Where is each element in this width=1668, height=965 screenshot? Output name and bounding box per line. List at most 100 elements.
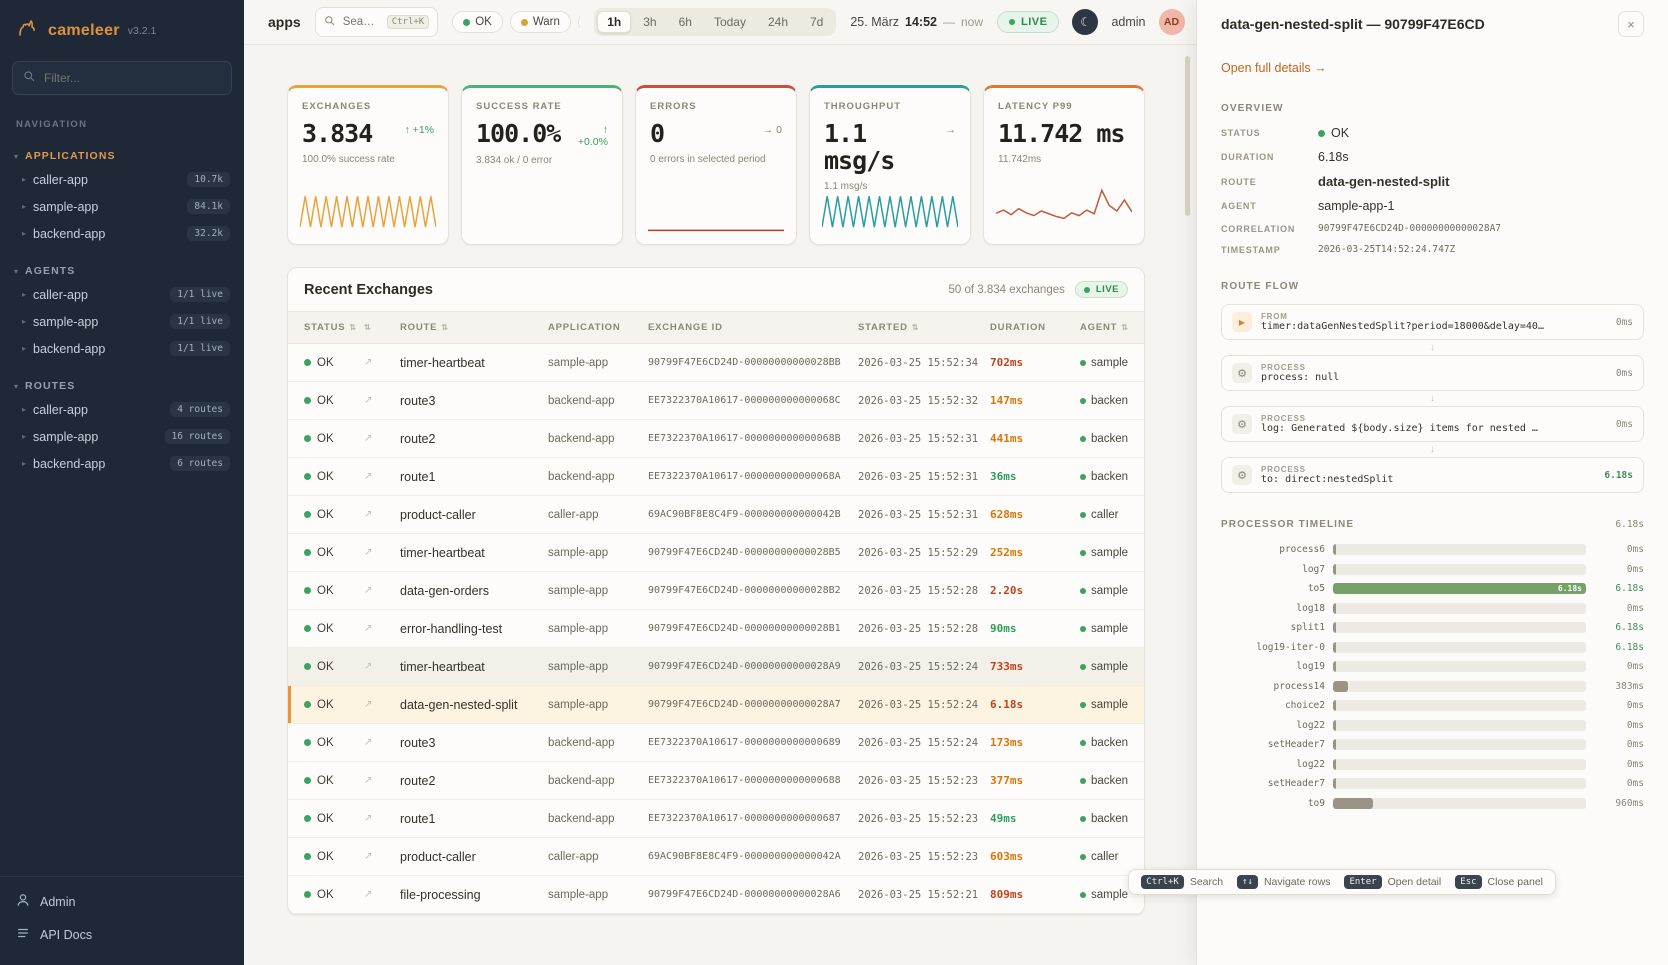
sidebar-item-sample-app[interactable]: ▸ sample-app 1/1 live: [0, 308, 244, 335]
search-icon: [23, 69, 35, 87]
timeline-track: [1333, 739, 1586, 751]
sidebar-item-caller-app[interactable]: ▸ caller-app 1/1 live: [0, 281, 244, 308]
status-filter-warn[interactable]: Warn: [509, 11, 571, 33]
open-exchange-icon[interactable]: ↗: [364, 889, 373, 900]
open-exchange-icon[interactable]: ↗: [364, 433, 373, 444]
exchange-id-cell: 69AC90BF8E8C4F9-000000000000042A: [648, 851, 841, 862]
range-today[interactable]: Today: [704, 11, 756, 33]
open-exchange-icon[interactable]: ↗: [364, 357, 373, 368]
timeline-bar: [1333, 719, 1336, 731]
logo-row[interactable]: cameleer v3.2.1: [0, 0, 244, 57]
scrollbar[interactable]: [1185, 56, 1190, 216]
timeline-name: log7: [1302, 563, 1325, 575]
status-dot: [463, 18, 471, 26]
section-header-applications[interactable]: ▾ APPLICATIONS: [14, 150, 116, 162]
open-exchange-icon[interactable]: ↗: [364, 699, 373, 710]
column-header-route[interactable]: ROUTE ⇅: [400, 322, 449, 333]
table-row[interactable]: OK ↗ route2 backend-app EE7322370A10617-0000…: [288, 762, 1144, 800]
sidebar-item-label: Admin: [40, 894, 76, 909]
open-exchange-icon[interactable]: ↗: [364, 813, 373, 824]
open-exchange-icon[interactable]: ↗: [364, 851, 373, 862]
sidebar-item-sample-app[interactable]: ▸ sample-app 16 routes: [0, 423, 244, 450]
timeline-row: to5 6.18s 6.18s: [1221, 579, 1644, 599]
open-exchange-icon[interactable]: ↗: [364, 395, 373, 406]
sidebar-item-admin[interactable]: Admin: [0, 885, 244, 918]
open-exchange-icon[interactable]: ↗: [364, 547, 373, 558]
table-row[interactable]: OK ↗ timer-heartbeat sample-app 90799F47E6CD…: [288, 648, 1144, 686]
duration-cell: 377ms: [990, 774, 1024, 787]
open-full-details-link[interactable]: Open full details →: [1221, 61, 1327, 75]
status-cell: OK: [288, 509, 364, 521]
section-header-routes[interactable]: ▾ ROUTES: [14, 380, 76, 392]
admin-icon: [16, 893, 30, 910]
column-header-started[interactable]: STARTED ⇅: [858, 322, 920, 333]
global-search[interactable]: Ctrl+K: [314, 7, 439, 37]
agent-cell: backen: [1080, 433, 1144, 445]
agent-cell: backen: [1080, 471, 1144, 483]
table-row[interactable]: OK ↗ timer-heartbeat sample-app 90799F47E6CD…: [288, 344, 1144, 382]
sidebar-footer: Admin API Docs: [0, 876, 244, 965]
open-exchange-icon[interactable]: ↗: [364, 661, 373, 672]
sidebar-filter[interactable]: [12, 61, 232, 95]
sidebar-item-caller-app[interactable]: ▸ caller-app 10.7k: [0, 166, 244, 193]
overview-value: data-gen-nested-split: [1318, 174, 1450, 189]
timeline-track: [1333, 622, 1586, 634]
route-cell: route3: [400, 393, 436, 408]
sidebar-item-backend-app[interactable]: ▸ backend-app 6 routes: [0, 450, 244, 477]
time-display[interactable]: 25. März 14:52 — now: [850, 15, 983, 29]
kpi-trend: →: [945, 124, 957, 136]
table-row[interactable]: OK ↗ route1 backend-app EE7322370A10617-0000…: [288, 800, 1144, 838]
sidebar-item-backend-app[interactable]: ▸ backend-app 32.2k: [0, 220, 244, 247]
table-row[interactable]: OK ↗ timer-heartbeat sample-app 90799F47E6CD…: [288, 534, 1144, 572]
chevron-right-icon: ▸: [22, 405, 27, 414]
range-3h[interactable]: 3h: [633, 11, 666, 33]
open-exchange-icon[interactable]: ↗: [364, 775, 373, 786]
table-row[interactable]: OK ↗ file-processing sample-app 90799F47E6CD…: [288, 876, 1144, 914]
live-toggle[interactable]: LIVE: [997, 11, 1060, 33]
range-1h[interactable]: 1h: [597, 11, 632, 33]
chevron-right-icon: ▸: [22, 202, 27, 211]
sidebar-item-sample-app[interactable]: ▸ sample-app 84.1k: [0, 193, 244, 220]
agent-dot: [1080, 777, 1086, 784]
status-filter-e[interactable]: E: [577, 11, 581, 33]
column-header-icon[interactable]: ⇅: [364, 323, 400, 332]
open-exchange-icon[interactable]: ↗: [364, 509, 373, 520]
timeline-row: split1 6.18s: [1221, 618, 1644, 638]
timeline-track: [1333, 680, 1586, 692]
table-row[interactable]: OK ↗ route2 backend-app EE7322370A10617-0000…: [288, 420, 1144, 458]
application-cell: backend-app: [548, 736, 615, 749]
range-6h[interactable]: 6h: [669, 11, 702, 33]
user-menu[interactable]: admin: [1111, 15, 1146, 29]
open-exchange-icon[interactable]: ↗: [364, 737, 373, 748]
table-row[interactable]: OK ↗ route3 backend-app EE7322370A10617-0000…: [288, 382, 1144, 420]
open-exchange-icon[interactable]: ↗: [364, 623, 373, 634]
theme-toggle[interactable]: ☾: [1072, 9, 1099, 35]
open-exchange-icon[interactable]: ↗: [364, 471, 373, 482]
table-row[interactable]: OK ↗ route1 backend-app EE7322370A10617-0000…: [288, 458, 1144, 496]
duration-cell: 147ms: [990, 394, 1024, 407]
status-cell: OK: [288, 661, 364, 673]
range-24h[interactable]: 24h: [758, 11, 798, 33]
agent-cell: caller: [1080, 851, 1144, 863]
table-row[interactable]: OK ↗ route3 backend-app EE7322370A10617-0000…: [288, 724, 1144, 762]
timeline-value: 0ms: [1626, 544, 1644, 556]
avatar[interactable]: AD: [1158, 9, 1185, 35]
sidebar-item-api-docs[interactable]: API Docs: [0, 918, 244, 951]
column-header-agent[interactable]: AGENT ⇅: [1080, 322, 1129, 333]
table-row[interactable]: OK ↗ data-gen-nested-split sample-app 90799F…: [288, 686, 1144, 724]
column-header-status[interactable]: STATUS ⇅: [304, 322, 357, 333]
table-row[interactable]: OK ↗ product-caller caller-app 69AC90BF8E8C4…: [288, 496, 1144, 534]
section-header-agents[interactable]: ▾ AGENTS: [14, 265, 76, 277]
table-row[interactable]: OK ↗ error-handling-test sample-app 90799F47…: [288, 610, 1144, 648]
sidebar-item-backend-app[interactable]: ▸ backend-app 1/1 live: [0, 335, 244, 362]
range-7d[interactable]: 7d: [800, 11, 833, 33]
search-input[interactable]: [340, 15, 381, 29]
filter-input[interactable]: [42, 70, 221, 86]
status-filter-ok[interactable]: OK: [452, 11, 503, 33]
timeline-row: process6 0ms: [1221, 540, 1644, 560]
table-row[interactable]: OK ↗ data-gen-orders sample-app 90799F47E6CD…: [288, 572, 1144, 610]
close-icon[interactable]: ×: [1618, 11, 1644, 37]
sidebar-item-caller-app[interactable]: ▸ caller-app 4 routes: [0, 396, 244, 423]
table-row[interactable]: OK ↗ product-caller caller-app 69AC90BF8E8C4…: [288, 838, 1144, 876]
open-exchange-icon[interactable]: ↗: [364, 585, 373, 596]
